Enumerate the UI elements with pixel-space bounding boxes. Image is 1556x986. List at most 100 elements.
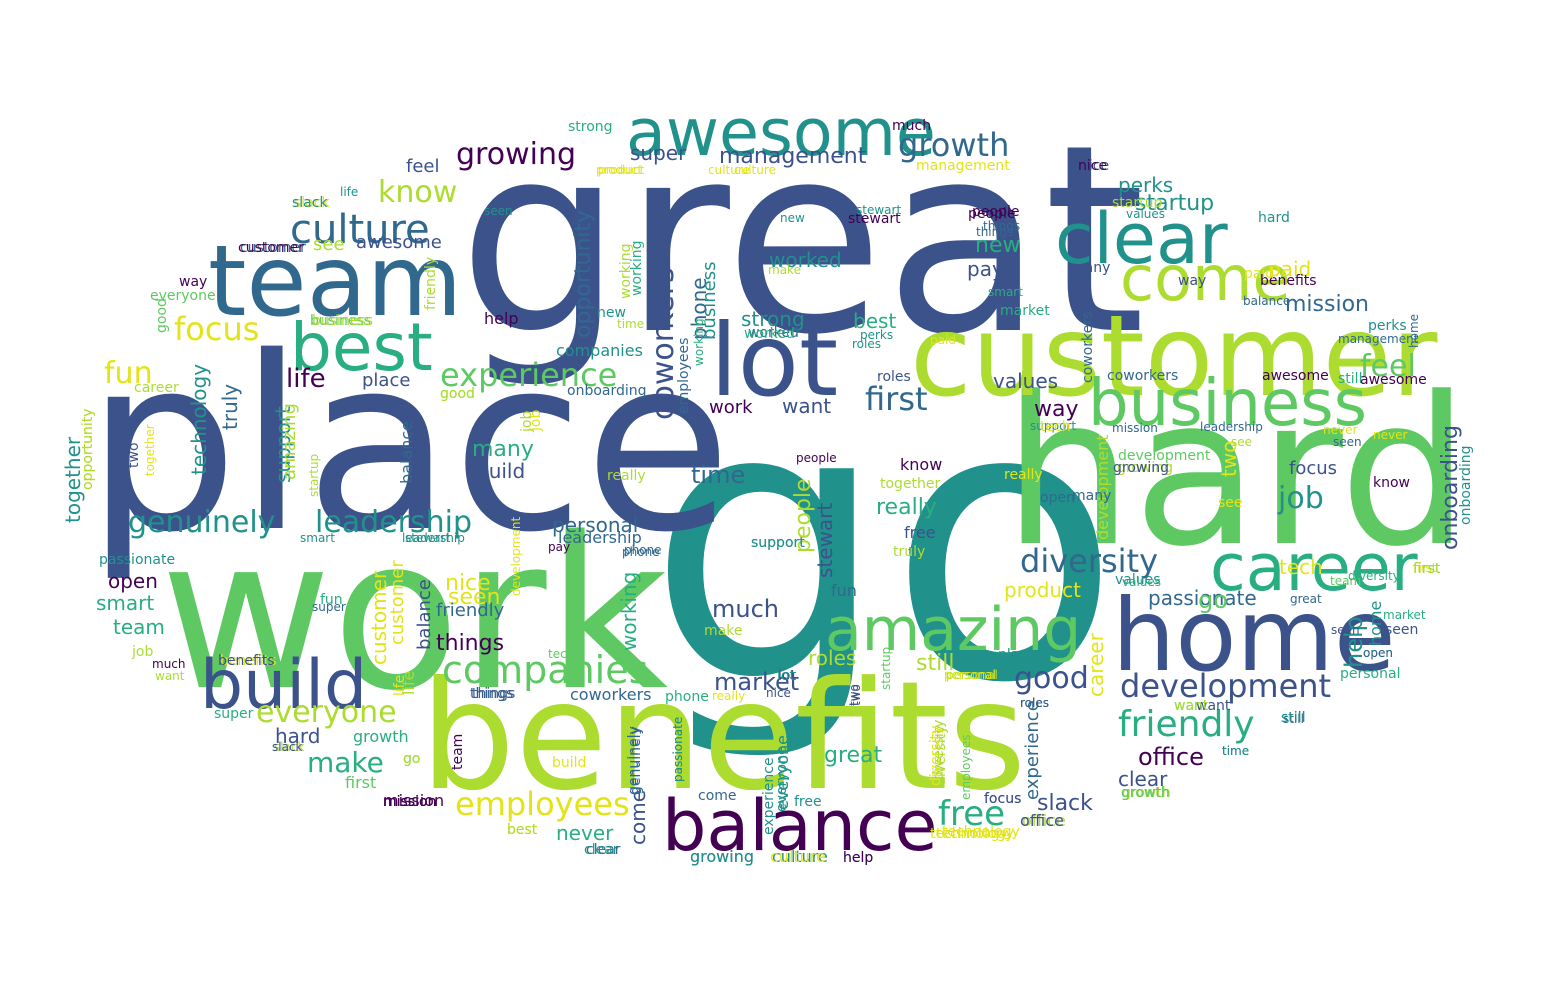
word-come: come	[698, 788, 737, 804]
word-much: much	[712, 595, 779, 623]
word-development: development	[1093, 434, 1112, 540]
word-team: team	[208, 225, 462, 339]
word-diversity: diversity	[931, 720, 947, 780]
word-amazing: amazing	[825, 595, 1081, 665]
word-values: values	[1122, 575, 1161, 589]
word-working: working	[617, 572, 641, 651]
word-everyone: everyone	[773, 735, 792, 810]
word-help: help	[843, 850, 873, 866]
word-growing: growing	[690, 847, 754, 866]
word-many: many	[1072, 488, 1111, 504]
word-people: people	[972, 204, 1019, 220]
word-career: career	[134, 380, 179, 396]
word-fun: fun	[320, 592, 343, 608]
word-lot: lot	[710, 302, 838, 419]
word-lot: lot	[777, 668, 795, 684]
word-perks: perks	[860, 328, 893, 342]
word-home: home	[1407, 314, 1421, 348]
word-personal: personal	[552, 513, 638, 537]
word-best: best	[290, 309, 433, 386]
word-customer: customer	[910, 292, 1438, 422]
word-seen: seen	[1333, 435, 1362, 449]
word-two: two	[1217, 441, 1241, 477]
word-great: great	[824, 743, 883, 768]
word-roles: roles	[877, 369, 911, 385]
word-much: much	[892, 118, 931, 134]
word-employees: employees	[455, 785, 630, 823]
word-new: new	[780, 211, 805, 225]
word-friendly: friendly	[423, 257, 439, 310]
word-product: product	[596, 163, 642, 177]
word-office: office	[1138, 743, 1204, 771]
word-still: still	[1281, 710, 1305, 726]
word-home: home	[1112, 577, 1396, 694]
word-technology: technology	[936, 826, 1014, 842]
word-diversity: diversity	[1348, 569, 1400, 583]
word-coworkers: coworkers	[1080, 312, 1096, 383]
word-strong: strong	[741, 307, 805, 331]
word-nice: nice	[1078, 158, 1107, 174]
word-onboarding: onboarding	[567, 383, 647, 399]
word-nice: nice	[1080, 158, 1109, 174]
word-support: support	[751, 535, 805, 551]
word-first: first	[1413, 561, 1441, 577]
word-go: go	[403, 751, 420, 767]
word-working: working	[618, 243, 634, 299]
word-know: know	[378, 175, 457, 210]
word-build: build	[200, 646, 367, 725]
word-free: free	[938, 794, 1005, 834]
word-benefits: benefits	[420, 650, 1026, 824]
word-really: really	[1004, 467, 1043, 483]
word-startup: startup	[307, 454, 321, 497]
word-awesome: awesome	[626, 96, 936, 171]
word-fun: fun	[831, 581, 857, 600]
word-seen: seen	[484, 204, 513, 218]
word-experience: experience	[440, 356, 617, 394]
word-slack: slack	[272, 740, 303, 754]
word-time: time	[617, 317, 644, 331]
word-personal: personal	[946, 668, 998, 682]
word-office: office	[1020, 811, 1064, 830]
word-support: support	[271, 406, 295, 483]
word-opportunity: opportunity	[571, 210, 596, 338]
word-roles: roles	[1020, 696, 1049, 710]
word-first: first	[1413, 561, 1437, 575]
word-best: best	[507, 822, 538, 838]
word-genuinely: genuinely	[626, 726, 642, 795]
word-technology: technology	[187, 364, 211, 475]
word-really: really	[607, 468, 646, 484]
word-come: come	[1120, 242, 1291, 315]
word-growth: growth	[353, 727, 409, 746]
word-together: together	[143, 424, 157, 476]
word-slack: slack	[274, 740, 305, 754]
word-build: build	[476, 459, 525, 483]
word-super: super	[312, 600, 346, 614]
word-focus: focus	[1289, 458, 1337, 479]
word-seen: seen	[448, 585, 500, 610]
word-paid: paid	[1268, 257, 1311, 281]
word-benefits: benefits	[220, 653, 277, 669]
word-first: first	[1413, 561, 1441, 577]
word-focus: focus	[984, 791, 1021, 807]
word-roles: roles	[1020, 696, 1049, 710]
word-opportunity: opportunity	[80, 408, 96, 490]
word-still: still	[916, 651, 954, 676]
word-growing: growing	[1117, 460, 1173, 476]
word-slack: slack	[292, 195, 328, 211]
word-management: management	[1338, 332, 1419, 346]
word-people: people	[796, 451, 837, 465]
word-growing: growing	[1113, 460, 1169, 476]
word-best: best	[853, 309, 896, 333]
word-want: want	[155, 669, 185, 683]
word-phone: phone	[624, 543, 662, 557]
word-companies: companies	[442, 648, 648, 692]
word-startup: startup	[1112, 195, 1162, 211]
word-employees: employees	[959, 735, 973, 800]
word-hard: hard	[275, 724, 321, 748]
word-job: job	[131, 644, 153, 660]
word-employees: employees	[676, 338, 692, 414]
word-passionate: passionate	[671, 717, 685, 782]
word-phone: phone	[622, 545, 660, 559]
word-stewart: stewart	[856, 203, 901, 217]
word-open: open	[1363, 646, 1393, 660]
